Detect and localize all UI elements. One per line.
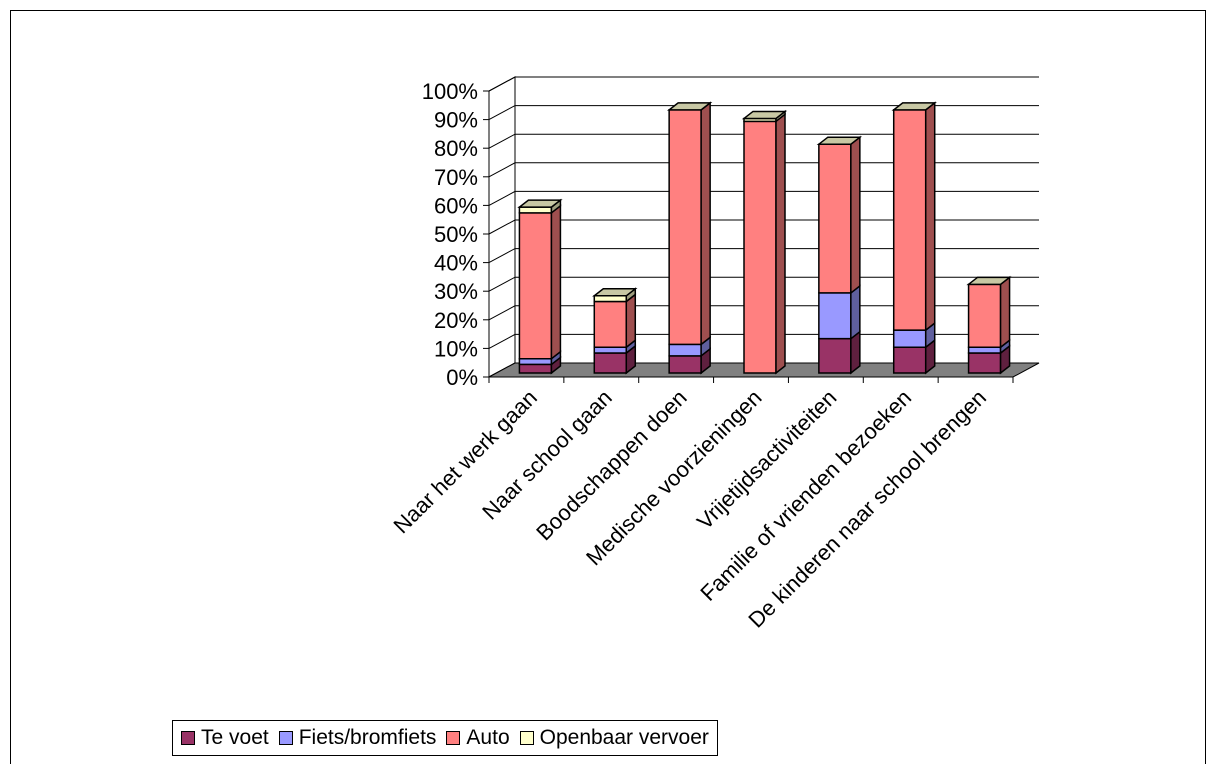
legend-label: Fiets/bromfiets [298, 726, 437, 749]
y-tick-label: 60% [434, 193, 478, 218]
bar-front [818, 292, 852, 340]
bar-stack [816, 135, 863, 375]
bar-stack [966, 275, 1012, 375]
gridline [488, 76, 1039, 92]
bar-front [593, 352, 628, 374]
gridline [488, 305, 1039, 321]
bar-front [668, 355, 702, 374]
y-tick-label: 50% [434, 222, 478, 247]
bar-front [743, 120, 777, 374]
legend-label: Te voet [201, 726, 269, 749]
bar-segment [892, 101, 936, 332]
bar-top [517, 199, 563, 208]
bar-top [741, 110, 788, 120]
bar-front [668, 109, 702, 346]
bar-front [593, 295, 628, 303]
y-tick-label: 80% [434, 136, 478, 161]
bar-segment [593, 292, 637, 349]
bar-front [518, 363, 553, 374]
bar-segment [818, 135, 861, 295]
y-tick-label: 100% [422, 79, 478, 104]
bar-top [891, 102, 937, 111]
y-tick-label: 30% [434, 279, 478, 304]
bar-segment [818, 330, 861, 375]
bar-top [966, 276, 1012, 286]
bar-front [967, 283, 1002, 349]
gridline [488, 133, 1039, 149]
x-tick-label: Vrijetijdsactiviteiten [692, 385, 841, 534]
bar-segment [518, 204, 562, 361]
bar-front [892, 329, 927, 349]
bar-top [592, 288, 638, 297]
chart-frame [10, 10, 1206, 764]
gridline [488, 276, 1039, 292]
bar-stack [592, 287, 638, 375]
bar-stack [666, 101, 713, 375]
bar-segment [818, 284, 861, 341]
bar-segment [967, 275, 1011, 349]
y-tick-label: 10% [434, 336, 478, 361]
bar-front [593, 300, 628, 349]
legend-swatch [446, 731, 461, 745]
bar-segment [743, 112, 786, 375]
legend-item: Te voet [181, 726, 269, 750]
bar-front [518, 357, 553, 366]
bar-top [816, 136, 863, 145]
bar-stack [891, 101, 937, 375]
legend-item: Openbaar vervoer [519, 726, 709, 750]
bar-front [892, 109, 927, 331]
bar-side [999, 275, 1011, 349]
legend-swatch [278, 731, 293, 745]
gridlines [488, 76, 1039, 378]
y-tick-label: 40% [434, 251, 478, 276]
bars [517, 101, 1012, 375]
y-axis-ticks: 0% 10% 20% 30% 40% 50% 60% 70% 80% 90% 100% [422, 79, 489, 390]
y-tick-label: 70% [434, 165, 478, 190]
gridline [488, 219, 1039, 235]
x-tick-label: Naar het werk gaan [389, 385, 542, 538]
bar-side [850, 135, 861, 295]
bar-side [924, 101, 936, 332]
gridline [488, 162, 1039, 178]
bar-side [700, 101, 711, 346]
gridline [488, 248, 1039, 264]
bar-front [518, 212, 553, 360]
legend-item: Fiets/bromfiets [278, 726, 437, 750]
y-tick-label: 0% [446, 365, 478, 390]
bar-front [518, 206, 553, 214]
bar-front [818, 143, 852, 294]
bar-front [818, 337, 852, 374]
bar-front [967, 352, 1002, 374]
legend-item: Auto [446, 726, 510, 750]
legend-label: Openbaar vervoer [539, 726, 709, 749]
bar-front [668, 343, 702, 357]
bar-stack [517, 198, 563, 375]
bar-front [967, 346, 1002, 354]
bar-side [625, 292, 637, 349]
bar-segment [668, 101, 711, 346]
gridline [488, 333, 1039, 349]
bar-side [850, 284, 861, 341]
bar-side [550, 204, 562, 361]
bar-top [666, 102, 713, 111]
y-tick-label: 20% [434, 308, 478, 333]
legend: Te voet Fiets/bromfiets Auto Openbaar vervo… [172, 720, 718, 756]
bar-stack [741, 109, 788, 375]
bar-front [593, 346, 628, 354]
x-tick-label: Naar school gaan [477, 385, 617, 525]
gridline [488, 105, 1039, 121]
legend-swatch [181, 731, 195, 745]
legend-label: Auto [466, 726, 510, 749]
bar-front [892, 346, 927, 374]
legend-swatch [519, 731, 534, 745]
bar-side [775, 112, 786, 375]
gridline [488, 190, 1039, 206]
y-tick-label: 90% [434, 108, 478, 133]
